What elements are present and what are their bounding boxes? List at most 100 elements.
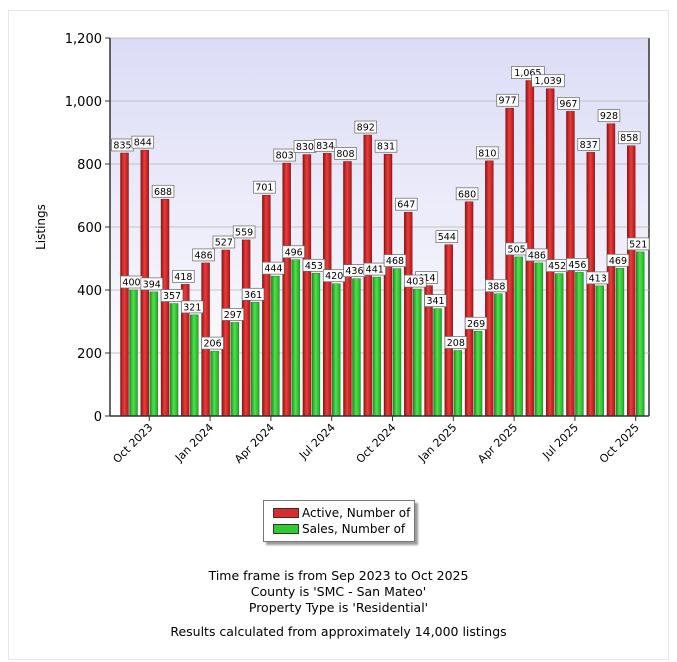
data-label-box: [496, 93, 519, 107]
bar-sales: [392, 268, 402, 417]
bar-sales: [352, 278, 361, 417]
data-label-box: [172, 269, 195, 283]
data-label-sales: 206: [204, 339, 222, 350]
data-label-sales: 361: [244, 290, 262, 301]
data-label-sales: 400: [122, 278, 140, 289]
bar-sales: [311, 273, 321, 417]
data-label-sales: 486: [528, 250, 546, 261]
data-label-box: [395, 197, 418, 211]
data-label-box: [404, 274, 427, 288]
bar-sales: [271, 275, 280, 417]
legend-item-sales: Sales, Number of: [273, 522, 405, 536]
data-label-sales: 453: [305, 261, 323, 272]
data-label-sales: 208: [447, 338, 465, 349]
data-label-box: [476, 146, 499, 160]
x-tick-label: Oct 2023: [110, 421, 155, 466]
data-label-box: [383, 254, 407, 267]
data-label-active: 559: [235, 227, 253, 238]
bar-sales: [129, 289, 138, 417]
x-ticks-group: Oct 2023 Jan 2024 Apr 2024 Jul 2024 Oct 2024…: [110, 416, 642, 466]
x-tick-label: Jan 2025: [415, 421, 459, 465]
data-label-sales: 420: [325, 271, 343, 282]
bar-active: [383, 154, 393, 417]
caption-county: County is 'SMC - San Mateo': [250, 584, 427, 599]
data-label-box: [313, 138, 337, 152]
data-label-box: [212, 235, 236, 249]
legend-label-active: Active, Number of: [302, 506, 411, 520]
data-label-box: [577, 137, 600, 151]
data-label-active: 701: [255, 183, 273, 194]
data-label-active: 892: [357, 123, 375, 134]
bar-sales: [250, 302, 260, 417]
data-label-sales: 444: [264, 264, 282, 275]
data-label-box: [181, 300, 204, 314]
data-label-box: [597, 109, 621, 123]
x-tick-label: Jul 2025: [539, 421, 581, 463]
bar-sales: [413, 288, 422, 417]
data-label-active: 688: [154, 187, 172, 198]
bar-sales: [190, 314, 199, 417]
data-label-active: 418: [174, 272, 192, 283]
data-label-sales: 388: [487, 281, 505, 292]
legend-swatch-sales: [273, 524, 299, 534]
data-label-box: [221, 308, 245, 321]
data-label-box: [140, 277, 164, 291]
bar-active: [505, 108, 514, 417]
x-tick-label: Oct 2024: [354, 421, 399, 466]
data-label-box: [241, 287, 265, 301]
y-tick-label: 0: [94, 410, 102, 425]
data-label-active: 831: [377, 142, 395, 153]
caption-property-type: Property Type is 'Residential': [248, 600, 429, 615]
data-label-sales: 269: [467, 319, 485, 330]
data-label-active: 647: [397, 200, 415, 211]
bar-sales: [372, 276, 381, 417]
data-label-box: [302, 258, 326, 272]
data-label-active: 1,039: [535, 76, 562, 87]
data-label-active: 837: [580, 140, 598, 151]
bar-active: [241, 239, 251, 417]
bar-active: [262, 194, 271, 417]
data-label-box: [566, 258, 589, 271]
bar-sales: [554, 273, 564, 417]
data-label-active: 967: [559, 99, 577, 110]
bar-active: [606, 123, 616, 417]
bar-active: [221, 249, 231, 417]
bars-group: [120, 80, 645, 417]
data-label-sales: 413: [589, 273, 607, 284]
data-label-box: [151, 184, 175, 198]
bar-sales: [473, 331, 483, 417]
bar-active: [627, 145, 636, 417]
x-tick-label: Apr 2025: [475, 421, 520, 466]
bar-sales: [331, 283, 341, 417]
bar-active: [444, 244, 454, 417]
data-label-box: [201, 336, 224, 350]
bar-sales: [149, 291, 158, 417]
data-label-sales: 441: [366, 265, 384, 276]
bar-sales: [534, 262, 544, 417]
legend-label-sales: Sales, Number of: [302, 522, 406, 536]
data-label-box: [557, 97, 580, 110]
data-label-active: 835: [113, 140, 131, 151]
bar-active: [322, 153, 332, 417]
y-tick-label: 1,000: [65, 95, 102, 110]
bar-active: [404, 211, 413, 417]
data-label-sales: 469: [609, 256, 627, 267]
data-label-active: 1,065: [514, 68, 541, 79]
data-label-box: [192, 248, 215, 262]
data-label-box: [354, 120, 377, 134]
data-label-sales: 297: [224, 310, 242, 321]
bar-sales: [453, 350, 463, 417]
data-label-active: 977: [499, 96, 517, 107]
x-tick-label: Apr 2024: [232, 421, 277, 466]
data-label-box: [363, 262, 386, 276]
caption-timeframe: Time frame is from Sep 2023 to Oct 2025: [208, 568, 469, 583]
data-label-active: 834: [316, 141, 334, 152]
legend-item-active: Active, Number of: [273, 506, 410, 520]
data-label-box: [253, 180, 276, 194]
bar-active: [302, 154, 312, 417]
data-label-sales: 321: [183, 302, 201, 313]
data-label-box: [282, 245, 305, 259]
data-label-active: 928: [600, 111, 618, 122]
